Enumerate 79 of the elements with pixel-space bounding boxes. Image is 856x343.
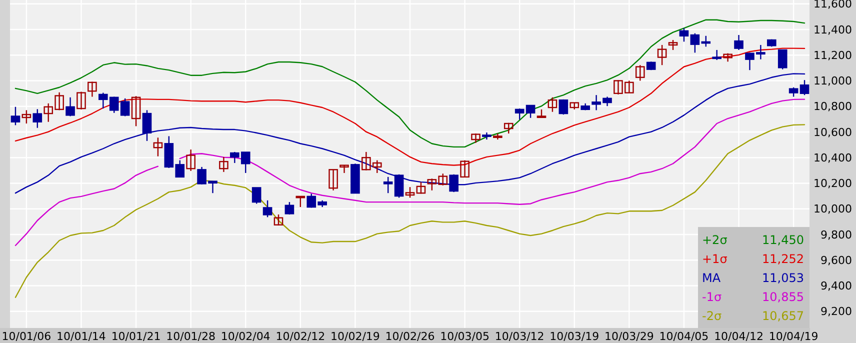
y-tick-label: 11,200 <box>814 48 852 62</box>
x-tick-label: 10/03/12 <box>494 330 544 343</box>
candlestick <box>778 49 788 70</box>
x-tick-label: 10/04/05 <box>659 330 709 343</box>
candlestick <box>504 122 514 134</box>
x-tick-label: 10/02/19 <box>330 330 380 343</box>
y-tick-label: 10,600 <box>814 126 852 139</box>
candlestick <box>405 186 415 198</box>
candlestick <box>394 174 404 198</box>
candlestick <box>526 104 536 118</box>
candlestick <box>548 96 558 112</box>
x-tick-label: 10/03/05 <box>440 330 490 343</box>
candlestick <box>186 148 196 172</box>
y-tick-label: 10,200 <box>814 177 852 190</box>
candlestick <box>284 201 294 216</box>
line-series <box>14 48 806 166</box>
candlestick <box>76 91 86 110</box>
y-tick-label: 11,000 <box>814 74 852 88</box>
y-tick-label: 10,400 <box>814 151 852 164</box>
y-tick-label: 9,600 <box>820 254 852 267</box>
x-tick-label: 10/02/04 <box>220 330 270 343</box>
candlestick <box>383 176 393 194</box>
candlestick <box>460 160 470 178</box>
candlestick <box>262 200 272 218</box>
text: -1σ <box>702 290 722 304</box>
annotation: 10,855 <box>762 290 804 304</box>
candlestick <box>514 108 524 120</box>
y-tick-label: 10,000 <box>814 202 852 216</box>
x-tick-label: 10/02/12 <box>276 330 326 343</box>
candlestick <box>788 86 798 98</box>
x-tick-label: 10/02/26 <box>385 330 435 343</box>
candlestick <box>734 34 744 51</box>
candlestick <box>274 214 284 226</box>
x-tick-label: 10/01/06 <box>2 330 52 343</box>
candlestick <box>296 196 306 208</box>
candlestick <box>66 96 75 117</box>
candlestick <box>131 95 141 127</box>
y-tick-label: 9,800 <box>820 228 852 242</box>
text: -2σ <box>702 309 722 323</box>
candlestick <box>800 79 810 96</box>
y-tick-label: 9,400 <box>820 280 852 293</box>
x-tick-label: 10/04/12 <box>714 330 764 343</box>
annotation: 10,657 <box>762 309 804 323</box>
candlestick <box>558 98 568 116</box>
text: MA <box>702 271 722 285</box>
text: +2σ <box>702 233 728 247</box>
x-tick-label: 10/01/21 <box>111 330 161 343</box>
candlestick <box>142 110 152 142</box>
x-tick-label: 10/01/28 <box>166 330 216 343</box>
x-tick-label: 10/03/19 <box>550 330 600 343</box>
candlestick <box>712 49 722 61</box>
candlestick <box>679 28 689 42</box>
candlestick <box>668 39 678 51</box>
line-series <box>14 19 806 148</box>
x-tick-label: 10/03/29 <box>604 330 654 343</box>
annotation: 11,252 <box>762 252 804 266</box>
y-tick-label: 11,400 <box>814 23 852 36</box>
candlestick <box>153 137 163 157</box>
y-tick-label: 9,200 <box>820 305 852 318</box>
text: +1σ <box>702 252 728 266</box>
candlestick <box>340 164 349 174</box>
annotation: 11,450 <box>762 233 804 247</box>
line-series <box>14 73 806 194</box>
candlestick <box>635 64 645 82</box>
candlestick <box>22 110 32 124</box>
candlestick <box>657 44 667 66</box>
x-tick-label: 10/01/14 <box>56 330 106 343</box>
candlestick <box>328 169 338 191</box>
candlestick <box>449 174 458 193</box>
candlestick <box>471 132 480 144</box>
candlestick <box>416 181 426 194</box>
candlestick <box>252 187 262 204</box>
x-tick-label: 10/04/19 <box>768 330 818 343</box>
candlestick <box>32 108 42 128</box>
candlestick <box>10 106 20 126</box>
y-tick-label: 10,800 <box>814 100 852 114</box>
annotation: 11,053 <box>762 271 804 285</box>
candlestick <box>219 156 228 173</box>
candlestick <box>88 81 97 98</box>
